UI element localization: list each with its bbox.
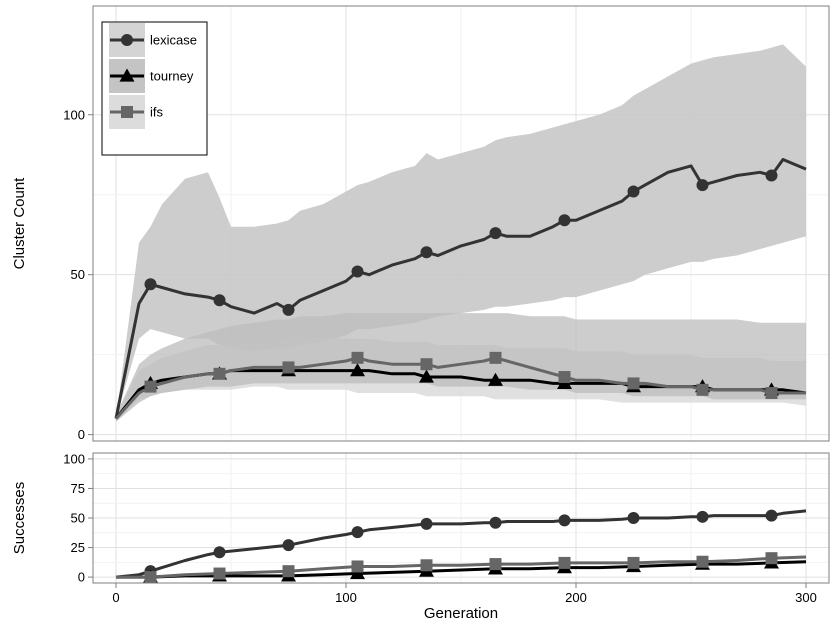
marker-circle: [121, 34, 133, 46]
legend: lexicase tourney ifs: [101, 21, 208, 156]
marker-circle: [282, 303, 295, 316]
marker-circle: [558, 514, 571, 527]
marker-circle: [696, 179, 709, 192]
marker-square: [282, 565, 295, 578]
x-tick-label: 0: [112, 590, 119, 605]
marker-circle: [627, 512, 640, 524]
marker-circle: [489, 227, 502, 240]
top-series-lines: [114, 158, 807, 420]
marker-square: [489, 558, 502, 571]
marker-circle: [420, 246, 433, 259]
legend-label-lexicase: lexicase: [150, 33, 197, 48]
x-axis-ticks: 0 100 200 300: [112, 583, 817, 605]
marker-triangle: [488, 372, 503, 386]
top-series-markers: [143, 169, 779, 400]
marker-circle: [213, 546, 226, 559]
bottom-y-axis-ticks: 0 25 50 75 100: [63, 451, 93, 585]
marker-circle: [627, 185, 640, 198]
line-ifs: [116, 555, 807, 579]
marker-square: [627, 556, 640, 569]
y-tick-label: 100: [63, 451, 85, 466]
marker-square: [213, 367, 226, 380]
marker-square: [144, 380, 157, 393]
marker-circle: [696, 510, 709, 523]
marker-circle: [558, 214, 571, 227]
y-tick-label: 0: [78, 570, 85, 585]
marker-circle: [765, 169, 778, 182]
marker-circle: [765, 509, 778, 522]
x-tick-label: 100: [335, 590, 357, 605]
marker-square: [351, 560, 364, 573]
top-confidence-bands: [116, 44, 806, 422]
legend-label-ifs: ifs: [150, 105, 164, 120]
marker-square: [627, 377, 640, 390]
marker-circle: [144, 278, 157, 291]
marker-circle: [420, 517, 433, 530]
bottom-panel: 0 25 50 75 100 0 100 200 300 Successes Generati…: [11, 451, 830, 622]
marker-square: [144, 571, 157, 584]
y-tick-label: 100: [63, 107, 85, 122]
marker-triangle: [119, 68, 135, 82]
line-tourney: [116, 560, 807, 579]
top-panel: 0 50 100 Cluster Count lexicase tourney ifs: [11, 5, 830, 442]
bottom-series-lines: [115, 509, 807, 579]
marker-square: [558, 556, 571, 569]
marker-square: [420, 559, 433, 572]
top-y-axis-ticks: 0 50 100: [63, 107, 93, 442]
y-tick-label: 25: [71, 540, 85, 555]
y-tick-label: 75: [71, 481, 85, 496]
y-tick-label: 0: [78, 427, 85, 442]
marker-circle: [489, 516, 502, 529]
marker-square: [558, 371, 571, 384]
marker-circle: [351, 265, 364, 278]
marker-circle: [213, 294, 226, 307]
y-tick-label: 50: [71, 511, 85, 526]
marker-square: [282, 361, 295, 374]
marker-triangle: [350, 566, 365, 580]
marker-square: [213, 567, 226, 580]
marker-square: [420, 358, 433, 371]
x-tick-label: 300: [795, 590, 817, 605]
bottom-series-markers: [143, 509, 779, 584]
x-axis-title: Generation: [424, 605, 498, 622]
marker-circle: [351, 526, 364, 539]
bottom-y-axis-title: Successes: [11, 482, 28, 555]
marker-square: [696, 383, 709, 396]
line-lexicase: [115, 509, 807, 579]
line-lexicase: [114, 158, 807, 419]
legend-label-tourney: tourney: [150, 69, 194, 84]
x-tick-label: 200: [565, 590, 587, 605]
marker-triangle: [350, 363, 365, 377]
top-panel-border: [92, 5, 830, 442]
marker-triangle: [419, 369, 434, 383]
band-ifs: [116, 313, 806, 422]
marker-square: [121, 106, 133, 118]
y-tick-label: 50: [71, 267, 85, 282]
marker-circle: [282, 539, 295, 552]
marker-square: [351, 351, 364, 364]
marker-square: [696, 555, 709, 568]
marker-square: [765, 552, 778, 565]
marker-square: [765, 387, 778, 400]
marker-square: [489, 351, 502, 364]
top-y-axis-title: Cluster Count: [11, 177, 28, 270]
line-ifs: [114, 356, 806, 420]
